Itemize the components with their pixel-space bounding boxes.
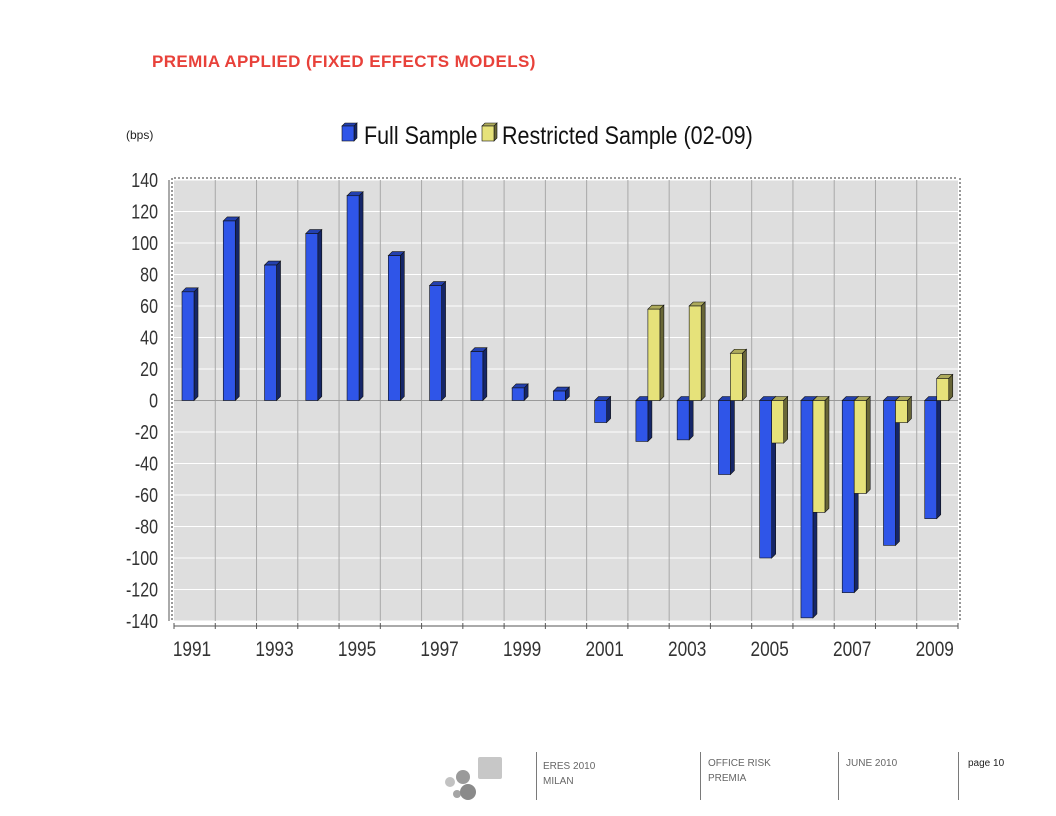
bar — [181, 291, 195, 401]
x-tick-label: 1993 — [255, 639, 293, 662]
y-tick-label: 20 — [140, 358, 158, 380]
page-number: page 10 — [968, 758, 1005, 769]
bar-side — [730, 395, 735, 476]
bar-side — [742, 348, 747, 402]
bar — [222, 220, 236, 401]
bar-side — [276, 260, 281, 402]
y-tick-label: -60 — [135, 484, 158, 506]
bar-side — [358, 191, 364, 402]
bar — [759, 400, 772, 559]
bar-side — [907, 395, 912, 424]
footer-divider — [838, 752, 839, 800]
footer-topic-line2: PREMIA — [708, 773, 747, 784]
bar-side — [193, 287, 199, 402]
bar — [470, 351, 484, 401]
bar-side — [865, 395, 871, 495]
legend-swatch-top — [481, 122, 498, 127]
bar — [511, 387, 525, 401]
bar-side — [647, 395, 653, 443]
x-tick-label: 2009 — [916, 639, 954, 662]
bar — [936, 378, 950, 401]
bar — [305, 233, 319, 401]
bar-side — [482, 346, 488, 402]
footer-event-name: ERES 2010 — [543, 761, 596, 772]
y-tick-label: -140 — [126, 610, 158, 632]
bar — [635, 400, 649, 442]
company-logo-icon — [445, 757, 502, 800]
bar — [895, 400, 908, 423]
bar-side — [400, 250, 405, 402]
x-tick-label: 1991 — [173, 639, 211, 662]
bar — [264, 264, 277, 401]
y-tick-label: -100 — [126, 547, 158, 569]
bar-side — [824, 395, 830, 514]
bar-side — [783, 395, 788, 444]
bar-side — [948, 373, 954, 402]
footer-topic: OFFICE RISK PREMIA — [708, 756, 771, 786]
y-tick-label: 80 — [140, 264, 158, 286]
y-tick-label: 40 — [140, 327, 158, 349]
bar — [718, 400, 731, 475]
bar — [771, 400, 784, 444]
bar — [553, 390, 566, 401]
bar-side — [688, 395, 694, 441]
bar-chart: 140 120 100 80 60 40 20 0 -20 -40 -60 -80 -100 -120 -1… — [126, 121, 961, 662]
y-tick-label: -20 — [135, 421, 158, 443]
y-tick-label: -80 — [135, 516, 158, 538]
footer-topic-line1: OFFICE RISK — [708, 758, 771, 769]
x-tick-label: 1997 — [420, 639, 458, 662]
bar — [853, 400, 867, 494]
bar — [883, 400, 896, 546]
footer-event-city: MILAN — [543, 776, 574, 787]
bar-side — [317, 228, 323, 402]
slide-title: PREMIA APPLIED (FIXED EFFECTS MODELS) — [152, 52, 536, 71]
bar — [812, 400, 826, 513]
bar — [346, 195, 360, 401]
footer-event: ERES 2010 MILAN — [543, 759, 595, 789]
bar-side — [606, 395, 611, 424]
y-unit-label: (bps) — [126, 128, 154, 142]
bar-side — [936, 395, 942, 520]
footer-date: JUNE 2010 — [846, 756, 897, 771]
bar-side — [659, 304, 665, 402]
y-tick-label: -120 — [126, 579, 158, 601]
bar — [730, 352, 743, 401]
footer-divider — [700, 752, 701, 800]
y-tick-label: -40 — [135, 453, 158, 475]
y-tick-label: 0 — [149, 390, 158, 412]
x-tick-label: 2003 — [668, 639, 706, 662]
x-tick-label: 2007 — [833, 639, 871, 662]
bar — [841, 400, 855, 593]
bar — [800, 400, 814, 619]
legend-label: Full Sample — [364, 121, 477, 149]
x-tick-label: 1995 — [338, 639, 376, 662]
bar — [429, 285, 442, 401]
bar — [688, 305, 702, 401]
legend-label: Restricted Sample (02-09) — [502, 121, 753, 149]
bar — [647, 308, 661, 401]
legend-swatch — [341, 125, 355, 142]
bar-side — [234, 216, 240, 402]
y-tick-label: 120 — [131, 201, 158, 223]
x-tick-label: 2005 — [751, 639, 789, 662]
legend-swatch-top — [341, 122, 358, 127]
bar-side — [700, 301, 706, 402]
x-tick-label: 1999 — [503, 639, 541, 662]
footer-date-text: JUNE 2010 — [846, 758, 898, 769]
legend-swatch — [481, 125, 495, 142]
bar — [594, 400, 607, 423]
y-tick-label: 140 — [131, 169, 158, 191]
bar — [924, 400, 938, 519]
y-tick-label: 100 — [131, 232, 158, 254]
bar — [388, 255, 401, 401]
y-tick-label: 60 — [140, 295, 158, 317]
footer-divider — [958, 752, 959, 800]
bar-side — [441, 280, 446, 402]
bar — [676, 400, 690, 441]
footer-divider — [536, 752, 537, 800]
x-tick-label: 2001 — [585, 639, 623, 662]
